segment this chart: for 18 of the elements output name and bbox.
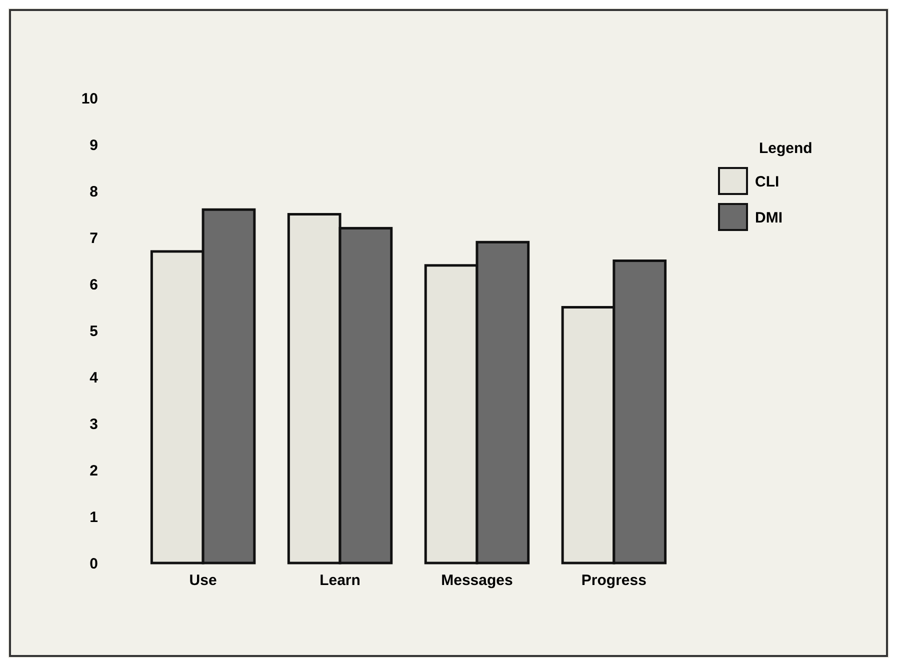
legend-title: Legend (759, 140, 812, 157)
y-tick-label: 3 (90, 416, 98, 433)
y-tick-label: 9 (90, 136, 98, 154)
legend-label: CLI (755, 173, 780, 190)
y-tick-label: 10 (81, 90, 98, 108)
y-tick-label: 6 (90, 276, 98, 294)
y-tick-label: 5 (90, 322, 98, 340)
y-tick-label: 8 (90, 183, 98, 200)
y-tick-label: 1 (90, 508, 98, 526)
y-tick-label: 0 (90, 555, 98, 572)
y-tick-label: 2 (90, 462, 98, 480)
legend-label: DMI (755, 209, 782, 226)
x-tick-label: Messages (441, 572, 513, 589)
y-tick-label: 4 (90, 369, 99, 386)
x-tick-label: Use (189, 572, 217, 589)
x-tick-label: Learn (320, 572, 360, 589)
y-tick-label: 7 (90, 230, 98, 247)
x-tick-label: Progress (581, 572, 646, 589)
